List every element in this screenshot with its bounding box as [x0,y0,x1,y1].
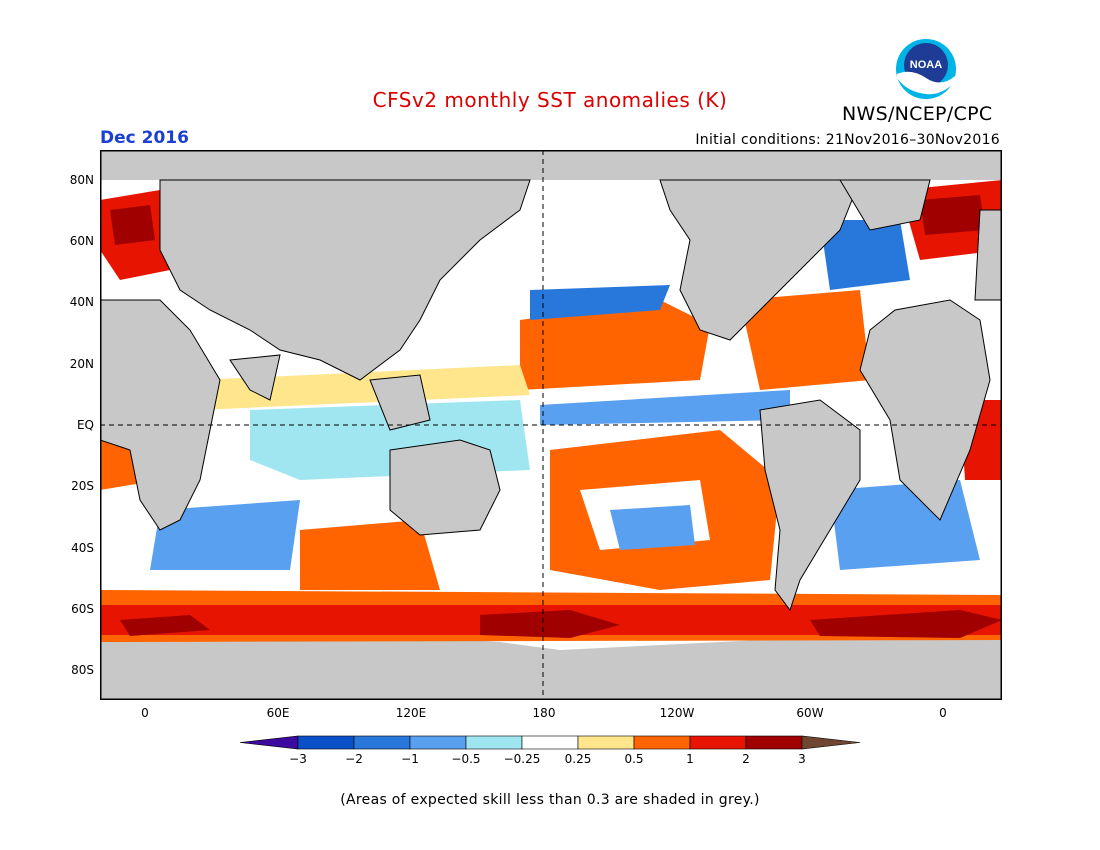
europe-east-land [974,209,1002,301]
colorbar [239,735,861,750]
colorbar-segment [801,735,861,750]
colorbar-tick-label: −2 [345,752,363,766]
lon-label: 0 [141,706,149,720]
lon-label: 120E [395,706,427,720]
initial-conditions: Initial conditions: 21Nov2016–30Nov2016 [695,132,1000,148]
colorbar-tick-label: −3 [289,752,307,766]
south-america-land [759,399,861,612]
colorbar-tick-label: −1 [401,752,419,766]
lat-label: 60S [71,602,94,616]
colorbar-tick-label: 3 [798,752,806,766]
chart-title: CFSv2 monthly SST anomalies (K) [372,88,728,112]
lat-label: 40N [69,295,94,309]
lat-label: 80N [69,173,94,187]
north-america-land [659,179,861,341]
continents [100,179,1002,612]
colorbar-segment [297,735,355,750]
colorbar-tick-label: 1 [686,752,694,766]
agency-label: NWS/NCEP/CPC [842,103,993,125]
forecast-month: Dec 2016 [100,128,189,148]
colorbar-segment [745,735,803,750]
sst-anomaly-map [100,150,1002,700]
lat-label: EQ [76,418,94,432]
colorbar-segment [353,735,411,750]
africa-land [100,299,221,531]
colorbar-segment [521,735,579,750]
lon-label: 60E [266,706,290,720]
lon-label: 60W [796,706,824,720]
colorbar-tick-label: 0.5 [624,752,644,766]
lat-label: 60N [69,234,94,248]
lon-label: 120W [659,706,695,720]
colorbar-segment [633,735,691,750]
se-asia-land [369,374,431,431]
antarctica-land [100,635,1002,700]
colorbar-segment [689,735,747,750]
arctic-land [100,150,1002,180]
noaa-logo: NOAA [896,39,956,99]
colorbar-segment [239,735,299,750]
noaa-logo-text: NOAA [910,59,942,71]
colorbar-tick-label: −0.25 [503,752,541,766]
colorbar-segment [465,735,523,750]
lat-label: 40S [71,541,94,555]
colorbar-tick-label: 0.25 [564,752,592,766]
lon-label: 180 [532,706,556,720]
eurasia-land [159,179,531,381]
africa-east-land [859,299,991,521]
colorbar-tick-label: −0.5 [451,752,481,766]
india-land [229,354,281,401]
lat-label: 20N [69,357,94,371]
lat-label: 20S [71,479,94,493]
colorbar-tick-label: 2 [742,752,750,766]
australia-land [389,439,501,536]
lon-label: 0 [939,706,947,720]
skill-note: (Areas of expected skill less than 0.3 a… [340,792,760,808]
lat-label: 80S [71,663,94,677]
colorbar-segment [409,735,467,750]
greenland-land [839,179,931,231]
anomaly-patches [100,180,1002,642]
colorbar-segment [577,735,635,750]
